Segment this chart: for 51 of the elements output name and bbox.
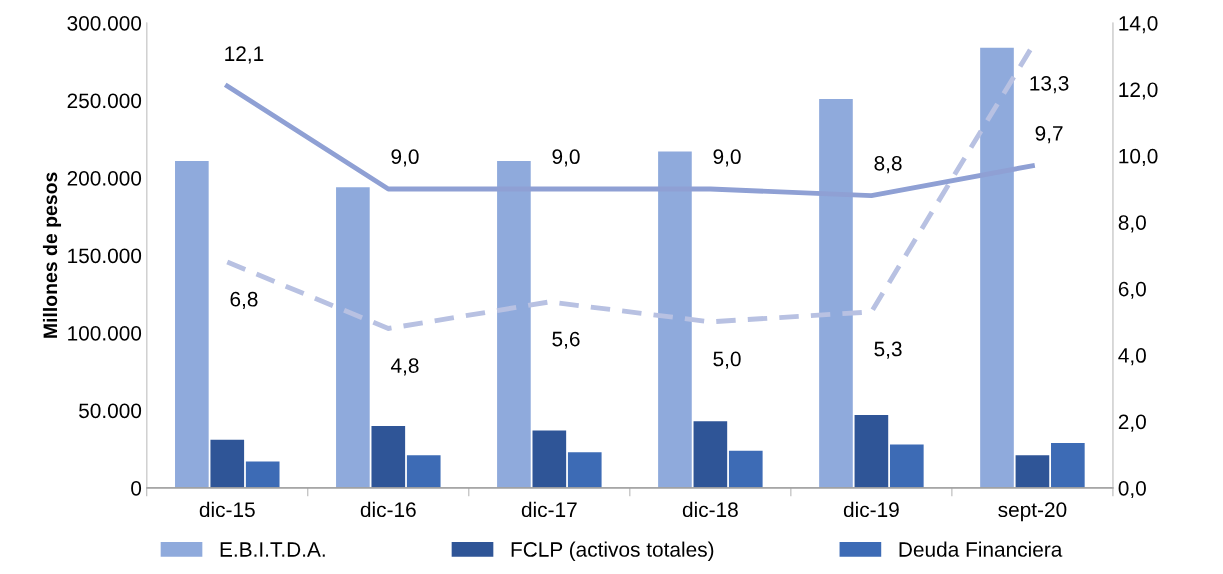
data-label: 8,8 [874,155,902,174]
y2-tick-label: 10,0 [1119,148,1158,167]
bar [532,430,567,488]
data-label: 9,7 [1035,126,1063,144]
x-tick-label: dic-15 [199,501,255,518]
x-tick-label: dic-19 [843,501,899,518]
bar [371,425,406,488]
y-tick-label: 250.000 [67,93,142,109]
bar [175,160,209,488]
bar [693,421,728,488]
y2-tick-label: 0,0 [1118,480,1146,499]
y2-tick-label: 6,0 [1118,281,1146,299]
x-tick-label: sept-20 [998,502,1067,522]
y2-tick-label: 12,0 [1119,82,1158,100]
bar [1015,455,1050,488]
y-tick-label: 100.000 [68,325,142,341]
bar [889,444,924,488]
legend-label: E.B.I.T.D.A. [220,542,325,557]
y-tick-label: 200.000 [67,170,142,186]
bar [210,439,245,488]
x-tick-label: dic-17 [521,501,577,518]
y-tick-label: 0 [131,480,142,496]
data-label: 13,3 [1030,75,1069,94]
data-label: 9,0 [713,149,741,167]
data-label: 9,0 [552,149,580,167]
y2-tick-label: 2,0 [1118,414,1146,432]
bar [245,461,280,488]
data-label: 5,6 [552,331,580,349]
data-label: 12,1 [225,46,264,64]
data-label: 5,3 [874,341,902,359]
bar [728,450,763,488]
data-label: 5,0 [713,351,741,369]
data-label: 9,0 [391,149,419,167]
bar [854,415,889,488]
bar [406,455,441,488]
legend-label: FCLP (activos totales) [511,541,714,561]
x-tick-label: dic-16 [360,501,416,518]
bar [336,187,370,488]
y-axis-title: Millones de pesos [42,172,62,338]
y-tick-label: 300.000 [67,15,142,31]
y2-tick-label: 4,0 [1118,348,1146,366]
y2-tick-label: 8,0 [1118,215,1146,233]
legend-label: Deuda Financiera [899,541,1063,557]
x-tick-label: dic-18 [682,501,738,518]
y-tick-label: 150.000 [68,248,142,264]
bar [567,452,602,488]
data-label: 4,8 [390,358,419,376]
y-tick-label: 50.000 [79,403,142,419]
y2-tick-label: 14,0 [1119,15,1158,34]
bar [1051,442,1085,488]
data-label: 6,8 [230,291,258,310]
